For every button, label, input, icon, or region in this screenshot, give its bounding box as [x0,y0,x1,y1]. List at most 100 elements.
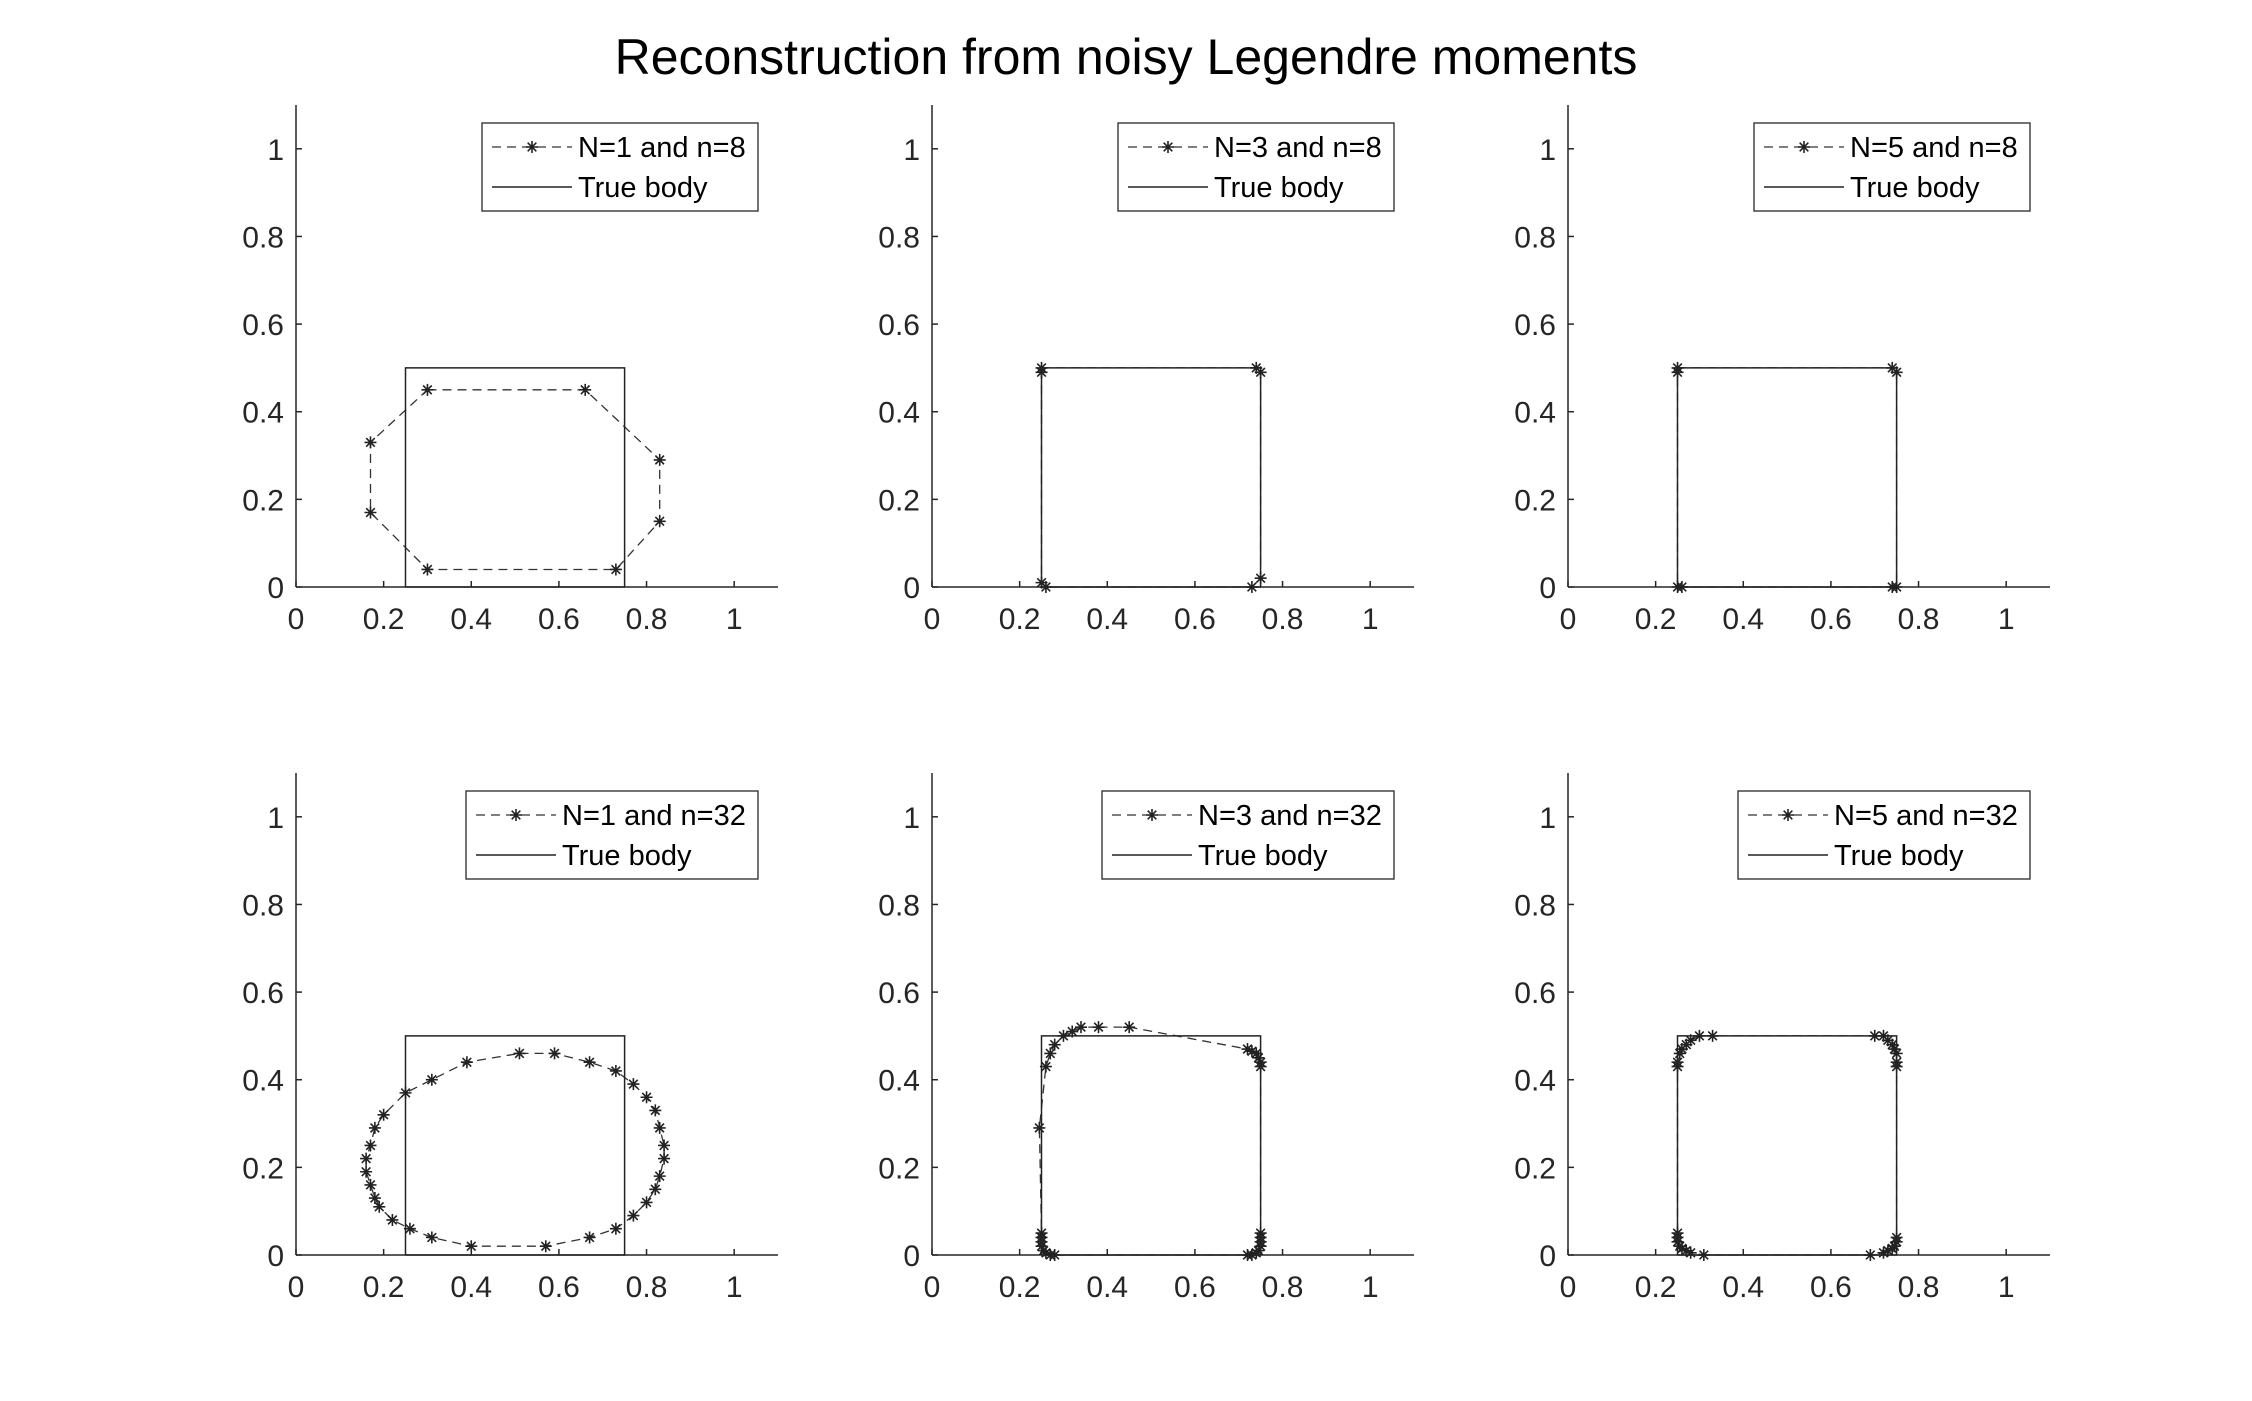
legend-label: True body [1834,840,1964,872]
legend-label: True body [1198,840,1328,872]
legend-box [481,122,759,212]
legend-label: True body [1850,172,1980,204]
data-point-27 [368,1121,381,1134]
x-tick-label: 0 [924,603,941,636]
series-reconstruction-line [1676,1035,1898,1256]
y-tick-label: 0.4 [1514,1065,1556,1098]
x-tick-label: 1 [726,603,743,636]
data-point-16 [539,1240,552,1253]
x-tick-label: 0.8 [626,1271,668,1304]
y-tick-label: 0.8 [242,221,284,254]
x-tick-label: 0.6 [1810,1271,1852,1304]
x-tick-label: 0.2 [1635,1271,1677,1304]
x-tick-label: 1 [1362,1271,1379,1304]
y-tick-label: 0.2 [1514,484,1556,517]
legend-label: N=1 and n=32 [562,800,746,832]
data-point-24 [1033,1121,1046,1134]
subplot-5: 0 0.2 0.4 0.6 0.8 1 0 0.2 0.4 0.6 0.8 1 N=3 and n=32… [878,773,1414,1304]
x-tick-label: 0.2 [999,603,1041,636]
x-tick-label: 0.8 [626,603,668,636]
data-point-20 [1888,1240,1901,1253]
legend-box [1737,790,2031,880]
y-tick-label: 0.4 [878,397,920,430]
data-point-12 [1675,1242,1688,1255]
y-tick-label: 0 [903,1240,920,1273]
series-true-body-line [1040,1035,1262,1256]
data-point-3 [1245,1045,1258,1058]
x-tick-label: 0.6 [538,603,580,636]
legend-label: N=5 and n=32 [1834,800,2018,832]
y-tick-label: 0.8 [1514,221,1556,254]
y-tick-label: 1 [1539,802,1556,835]
y-tick-label: 0 [267,572,284,605]
data-point-13 [1250,1246,1263,1259]
data-point-11 [649,1183,662,1196]
y-tick-label: 0.6 [242,977,284,1010]
data-point-15 [583,1231,596,1244]
data-point-30 [425,1073,438,1086]
data-point-2 [1241,1043,1254,1056]
x-tick-label: 0.4 [1086,1271,1128,1304]
x-tick-label: 0.4 [1722,603,1764,636]
y-tick-label: 1 [267,134,284,167]
data-point-1 [548,1047,561,1060]
data-point-6 [649,1104,662,1117]
x-tick-label: 1 [1998,1271,2015,1304]
data-point-22 [368,1192,381,1205]
legend-entry: N=5 and n=32 [1748,800,2018,832]
data-point-12 [640,1196,653,1209]
data-point-legend [1782,809,1794,821]
y-tick-label: 0.8 [242,889,284,922]
data-point-25 [360,1152,373,1165]
subplot-4: 0 0.2 0.4 0.6 0.8 1 0 0.2 0.4 0.6 0.8 1 N=1 and n=32… [242,773,778,1304]
x-tick-label: 0.2 [999,1271,1041,1304]
series-true-body-line [404,367,626,588]
x-tick-label: 0.6 [538,1271,580,1304]
y-tick-label: 0.8 [878,221,920,254]
data-point-18 [425,1231,438,1244]
data-point-29 [1066,1025,1079,1038]
x-tick-label: 0.2 [1635,603,1677,636]
legend-label: N=1 and n=8 [578,132,746,164]
y-tick-label: 0 [267,1240,284,1273]
data-point-1 [579,383,592,396]
data-point-legend [526,141,538,153]
y-tick-label: 0.2 [878,1152,920,1185]
data-point-legend [1798,141,1810,153]
y-tick-label: 1 [903,134,920,167]
data-point-4 [627,1078,640,1091]
y-tick-label: 0.2 [1514,1152,1556,1185]
data-point-7 [364,436,377,449]
data-point-19 [1037,1244,1050,1257]
y-tick-label: 0 [1539,1240,1556,1273]
series-reconstruction-line [1040,367,1262,588]
subplot-6: 0 0.2 0.4 0.6 0.8 1 0 0.2 0.4 0.6 0.8 1 N=5 and n=32… [1514,773,2050,1304]
data-point-5 [1252,1051,1265,1064]
y-tick-label: 0.8 [1514,889,1556,922]
y-tick-label: 1 [267,802,284,835]
x-tick-label: 0.8 [1262,603,1304,636]
legend-box [1753,122,2031,212]
y-tick-label: 0 [1539,572,1556,605]
series-true-body-line [1040,367,1262,588]
data-point-3 [1680,1038,1693,1051]
data-point-4 [1675,1043,1688,1056]
data-point-31 [460,1056,473,1069]
y-tick-label: 0.8 [878,889,920,922]
data-point-1 [1123,1021,1136,1034]
y-tick-label: 0.2 [242,1152,284,1185]
legend-entry: True body [1128,172,1344,204]
x-tick-label: 0.8 [1262,1271,1304,1304]
legend-entry: True body [1764,172,1980,204]
data-point-26 [1044,1047,1057,1060]
y-tick-label: 0.6 [242,309,284,342]
y-tick-label: 1 [1539,134,1556,167]
data-point-28 [377,1108,390,1121]
data-point-25 [1039,1060,1052,1073]
figure-title: Reconstruction from noisy Legendre momen… [614,29,1638,85]
data-point-2 [653,453,666,466]
data-point-30 [1074,1021,1087,1034]
y-tick-label: 0.4 [878,1065,920,1098]
data-point-13 [1680,1244,1693,1257]
